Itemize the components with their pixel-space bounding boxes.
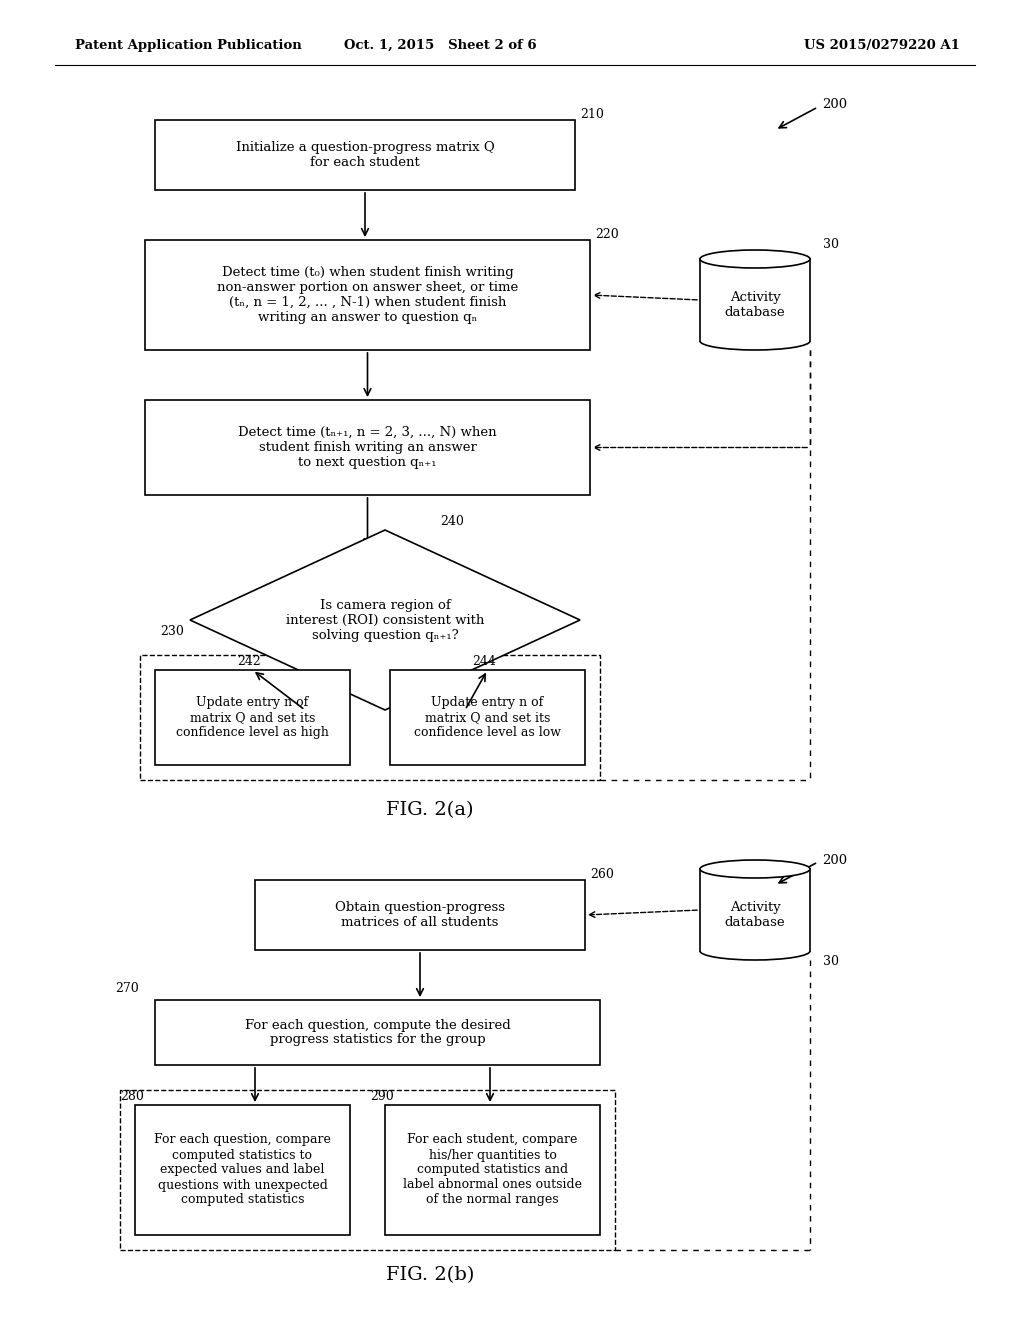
Text: Activity
database: Activity database: [725, 902, 785, 929]
Text: 210: 210: [580, 108, 604, 121]
Text: 230: 230: [160, 624, 184, 638]
Text: 280: 280: [120, 1090, 144, 1104]
Text: 200: 200: [822, 99, 847, 111]
Text: Update entry n of
matrix Q and set its
confidence level as low: Update entry n of matrix Q and set its c…: [414, 696, 561, 739]
Bar: [120, 1090, 615, 1250]
Bar: [155, 671, 350, 766]
Bar: [390, 671, 585, 766]
Text: FIG. 2(b): FIG. 2(b): [386, 1266, 474, 1284]
Text: 270: 270: [115, 982, 138, 995]
Text: 260: 260: [590, 869, 613, 880]
Text: For each question, compute the desired
progress statistics for the group: For each question, compute the desired p…: [245, 1019, 510, 1047]
Bar: [135, 1105, 350, 1236]
Text: US 2015/0279220 A1: US 2015/0279220 A1: [804, 38, 961, 51]
Text: Activity
database: Activity database: [725, 292, 785, 319]
Bar: [145, 240, 590, 350]
Polygon shape: [190, 531, 580, 710]
Text: 30: 30: [823, 238, 839, 251]
Bar: [155, 1001, 600, 1065]
Text: 220: 220: [595, 228, 618, 242]
Text: 242: 242: [238, 655, 261, 668]
Bar: [385, 1105, 600, 1236]
Text: 240: 240: [440, 515, 464, 528]
Ellipse shape: [700, 861, 810, 878]
Text: 200: 200: [822, 854, 847, 866]
Text: Update entry n of
matrix Q and set its
confidence level as high: Update entry n of matrix Q and set its c…: [176, 696, 329, 739]
Text: FIG. 2(a): FIG. 2(a): [386, 801, 474, 818]
Bar: [145, 400, 590, 495]
Text: Initialize a question-progress matrix Q
for each student: Initialize a question-progress matrix Q …: [236, 141, 495, 169]
Text: Patent Application Publication: Patent Application Publication: [75, 38, 302, 51]
Text: Oct. 1, 2015   Sheet 2 of 6: Oct. 1, 2015 Sheet 2 of 6: [344, 38, 537, 51]
Bar: [700, 869, 810, 950]
Text: 30: 30: [823, 954, 839, 968]
Text: For each question, compare
computed statistics to
expected values and label
ques: For each question, compare computed stat…: [154, 1134, 331, 1206]
Bar: [155, 120, 575, 190]
Text: For each student, compare
his/her quantities to
computed statistics and
label ab: For each student, compare his/her quanti…: [403, 1134, 582, 1206]
Text: Obtain question-progress
matrices of all students: Obtain question-progress matrices of all…: [335, 902, 505, 929]
Bar: [255, 880, 585, 950]
Text: Is camera region of
interest (ROI) consistent with
solving question qₙ₊₁?: Is camera region of interest (ROI) consi…: [286, 598, 484, 642]
Bar: [140, 655, 600, 780]
Bar: [700, 259, 810, 341]
Text: 290: 290: [370, 1090, 394, 1104]
Text: 244: 244: [472, 655, 497, 668]
Text: Detect time (t₀) when student finish writing
non-answer portion on answer sheet,: Detect time (t₀) when student finish wri…: [217, 267, 518, 323]
Ellipse shape: [700, 249, 810, 268]
Text: Detect time (tₙ₊₁, n = 2, 3, ..., N) when
student finish writing an answer
to ne: Detect time (tₙ₊₁, n = 2, 3, ..., N) whe…: [239, 426, 497, 469]
